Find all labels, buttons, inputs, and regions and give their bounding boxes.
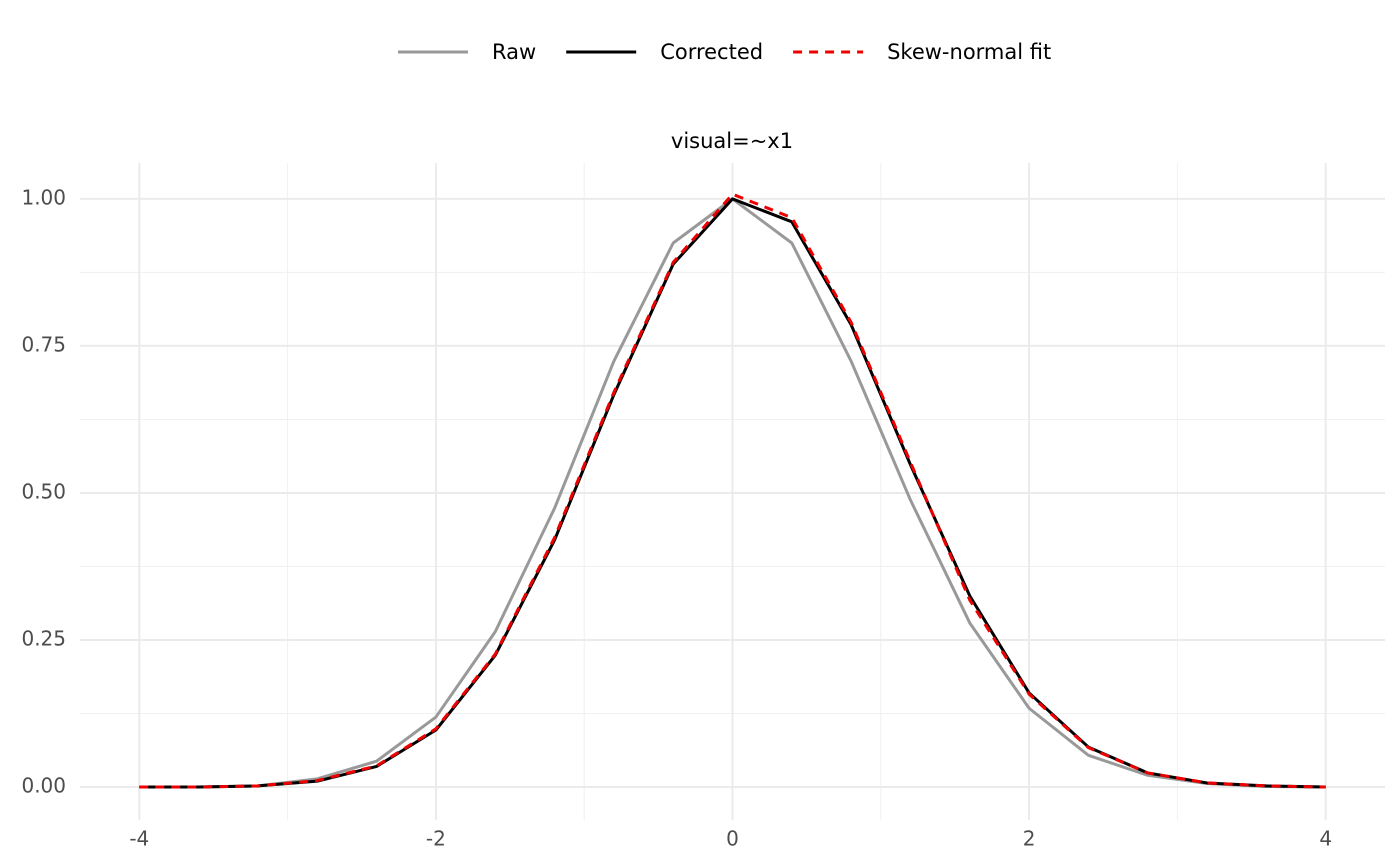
legend-label: Skew-normal fit (887, 40, 1051, 64)
x-tick-label: -4 (129, 827, 149, 851)
x-tick-label: 0 (726, 827, 739, 851)
y-tick-label: 0.50 (21, 479, 66, 503)
y-tick-label: 0.75 (21, 332, 66, 356)
y-tick-label: 1.00 (21, 185, 66, 209)
y-tick-label: 0.25 (21, 627, 66, 651)
legend-label: Raw (492, 40, 536, 64)
x-tick-label: 2 (1023, 827, 1036, 851)
x-tick-label: -2 (426, 827, 446, 851)
y-tick-label: 0.00 (21, 774, 66, 798)
facet-title: visual=~x1 (671, 129, 793, 153)
x-tick-label: 4 (1319, 827, 1332, 851)
series-line (139, 192, 1326, 789)
legend-label: Corrected (660, 40, 763, 64)
